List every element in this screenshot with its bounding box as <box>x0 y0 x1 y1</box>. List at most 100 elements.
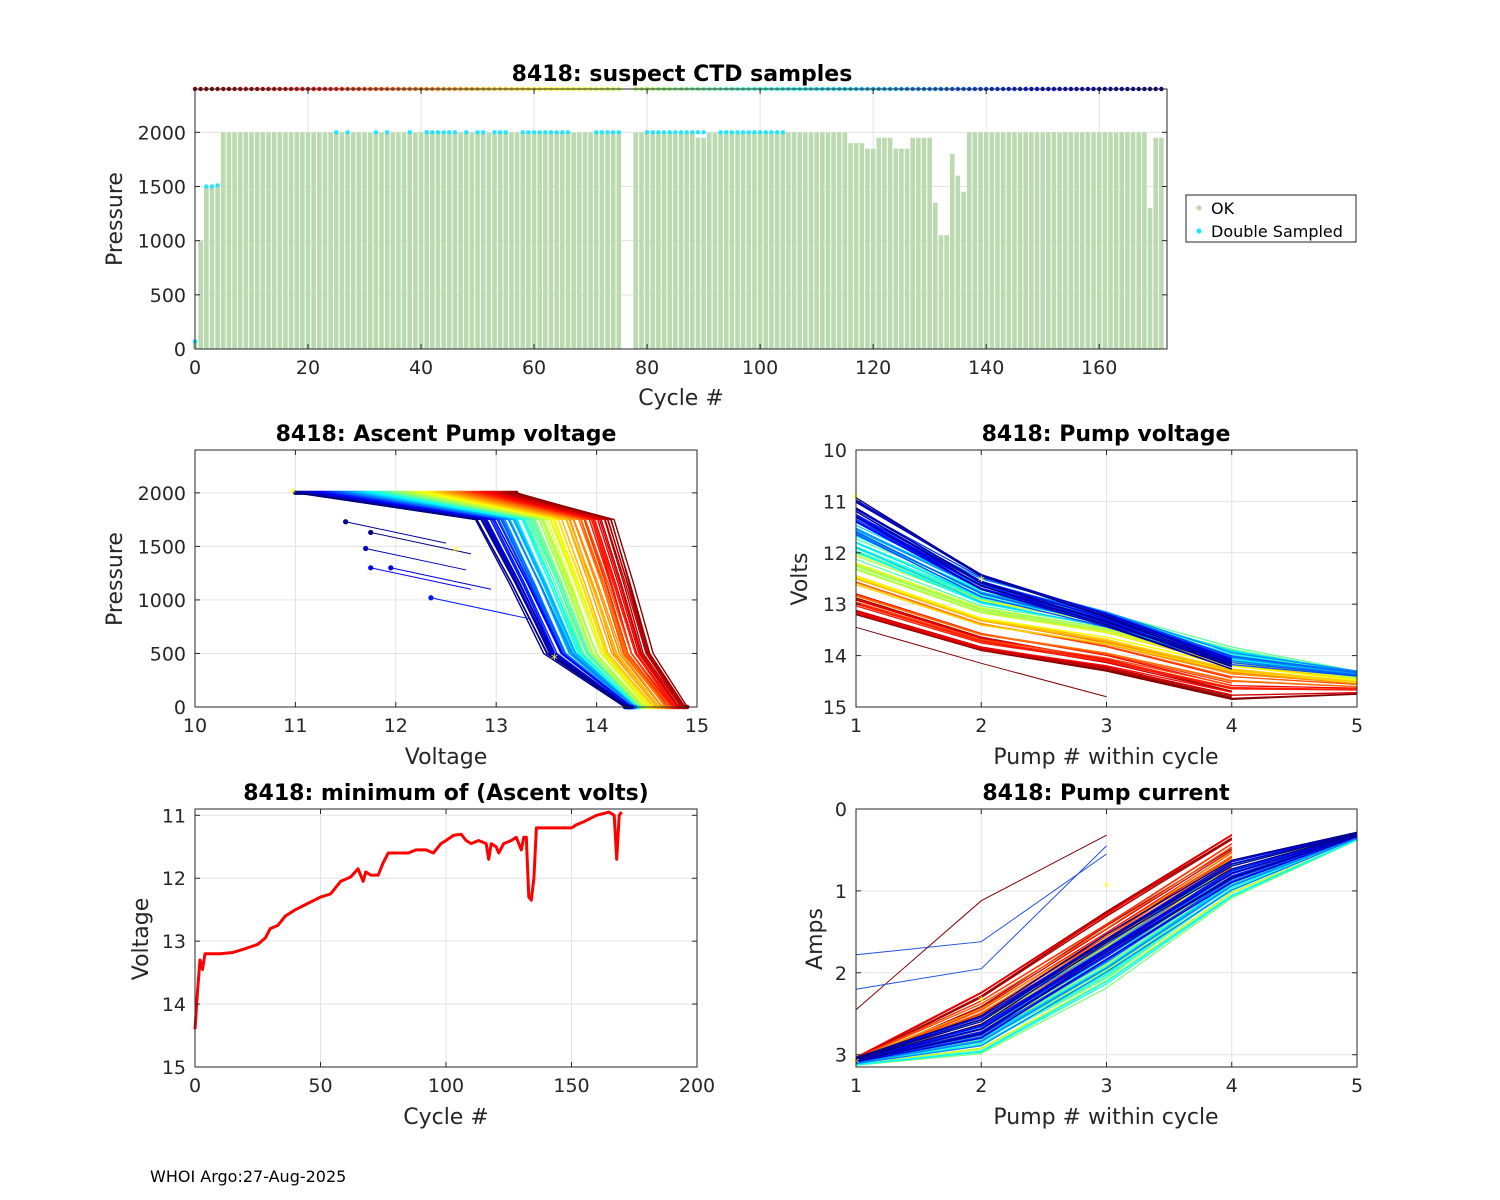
pump-voltage-line <box>855 575 1358 681</box>
minv-x-label: Cycle # <box>403 1105 489 1130</box>
double-sampled-point <box>565 130 571 135</box>
pump-current-line <box>855 843 1233 1059</box>
ascent-x-tick-label: 15 <box>685 715 709 737</box>
pumpv-x-tick-label: 2 <box>975 715 987 737</box>
double-sampled-point <box>678 130 684 135</box>
double-sampled-point <box>503 130 509 135</box>
pumpi-y-tick-label: 3 <box>835 1045 847 1067</box>
pumpi-x-tick-label: 3 <box>1100 1075 1112 1097</box>
ascent-profile-line <box>459 492 666 708</box>
ascent-x-tick-label: 14 <box>585 715 609 737</box>
ascent-profile-line <box>320 492 633 708</box>
double-sampled-point <box>334 130 339 135</box>
legend-box <box>1185 194 1357 243</box>
double-sampled-point <box>215 183 220 188</box>
ascent-outlier-point <box>428 595 434 601</box>
double-sampled-point <box>204 184 209 189</box>
pump-voltage-line <box>855 626 1107 698</box>
pump-current-line <box>855 833 1358 1060</box>
double-sampled-point <box>599 130 605 135</box>
ascent-outlier-point <box>363 545 369 552</box>
double-sampled-point <box>475 130 480 135</box>
ctd-x-tick-label: 80 <box>635 357 659 379</box>
ascent-x-tick-label: 11 <box>283 715 307 737</box>
ascent-pump-voltage-panel: 8418: Ascent Pump voltage * * * 10 11 12 13 14… <box>103 422 709 770</box>
pump-voltage-line <box>855 601 1232 686</box>
minv-y-tick-label: 11 <box>162 805 186 827</box>
ascent-highlight-marker: * <box>453 545 460 561</box>
ascent-outlier-segment <box>370 531 472 555</box>
legend-ok-label: OK <box>1211 199 1235 218</box>
ascent-outlier-point <box>388 565 394 571</box>
minv-x-tick-label: 50 <box>308 1075 332 1097</box>
double-sampled-point <box>650 130 655 135</box>
pump-current-line <box>855 851 1233 1060</box>
pump-voltage-line <box>855 577 1358 683</box>
ascent-x-tick-label: 12 <box>384 715 408 737</box>
minv-y-label: Voltage <box>129 898 154 981</box>
pump-current-line <box>855 836 1358 1064</box>
ascent-outlier-point <box>368 565 374 571</box>
ascent-y-tick-label: 0 <box>174 697 186 719</box>
ascent-y-tick-label: 1000 <box>138 590 186 612</box>
ascent-outlier-segment <box>370 567 472 590</box>
double-sampled-point <box>605 130 610 135</box>
ascent-profile-line <box>491 492 678 708</box>
pumpv-y-tick-label: 15 <box>823 697 847 719</box>
pump-current-line <box>855 846 1233 1060</box>
double-sampled-point <box>464 130 469 135</box>
ascent-profile-line <box>499 492 683 708</box>
double-sampled-point <box>537 130 542 135</box>
double-sampled-point <box>673 130 678 135</box>
double-sampled-point <box>695 130 701 135</box>
pump-voltage-line <box>855 613 1358 696</box>
double-sampled-point <box>435 130 441 135</box>
minv-x-tick-label: 150 <box>553 1075 589 1097</box>
pump-voltage-line <box>855 595 1358 688</box>
pump-current-line <box>855 838 1358 1066</box>
minv-y-tick-label: 15 <box>162 1057 186 1079</box>
pump-current-line <box>855 834 1358 1062</box>
pump-current-line <box>855 832 1358 1060</box>
ascent-profile-line <box>440 492 659 708</box>
ctd-x-tick-label: 60 <box>522 357 546 379</box>
pump-current-line <box>855 839 1358 1066</box>
double-sampled-point <box>554 130 559 135</box>
pumpv-y-tick-label: 10 <box>823 440 847 462</box>
double-sampled-point <box>746 130 752 135</box>
pumpv-y-tick-label: 11 <box>823 491 847 513</box>
pumpi-x-tick-label: 2 <box>975 1075 987 1097</box>
double-sampled-point <box>610 130 616 135</box>
ascent-outlier-segment <box>430 597 532 620</box>
double-sampled-point <box>740 130 746 135</box>
pumpi-chart-title: 8418: Pump current <box>982 781 1230 806</box>
ctd-y-label: Pressure <box>103 172 128 266</box>
pump-voltage-line <box>855 593 1358 689</box>
pump-current-line <box>855 832 1358 1060</box>
ascent-x-tick-label: 13 <box>484 715 508 737</box>
legend-double-sampled-label: Double Sampled <box>1211 222 1343 241</box>
double-sampled-point <box>763 130 768 135</box>
double-sampled-point <box>752 130 757 135</box>
double-sampled-point <box>548 130 554 135</box>
ascent-y-label: Pressure <box>103 532 128 626</box>
ascent-x-label: Voltage <box>405 745 488 770</box>
double-sampled-point <box>373 130 379 135</box>
double-sampled-point <box>594 130 599 135</box>
pump-voltage-panel: 8418: Pump voltage ** 1 2 3 4 5101112131415 … <box>788 422 1363 770</box>
ascent-outlier-segment <box>390 567 492 590</box>
ctd-axes-box <box>194 88 1168 350</box>
pumpv-y-tick-label: 13 <box>823 594 847 616</box>
pump-current-line <box>855 831 1358 1059</box>
legend-ok-marker <box>1196 205 1202 211</box>
pumpv-x-tick-label: 4 <box>1226 715 1238 737</box>
pump-voltage-line <box>855 533 1358 677</box>
minv-chart-title: 8418: minimum of (Ascent volts) <box>243 781 649 806</box>
pumpi-y-label: Amps <box>803 908 828 970</box>
pump-current-line <box>855 839 1358 1066</box>
ctd-x-tick-label: 40 <box>409 357 433 379</box>
ctd-x-tick-label: 0 <box>189 357 201 379</box>
ctd-y-tick-label: 500 <box>150 285 186 307</box>
ctd-y-tick-label: 2000 <box>138 122 186 144</box>
ctd-x-label: Cycle # <box>638 386 724 411</box>
